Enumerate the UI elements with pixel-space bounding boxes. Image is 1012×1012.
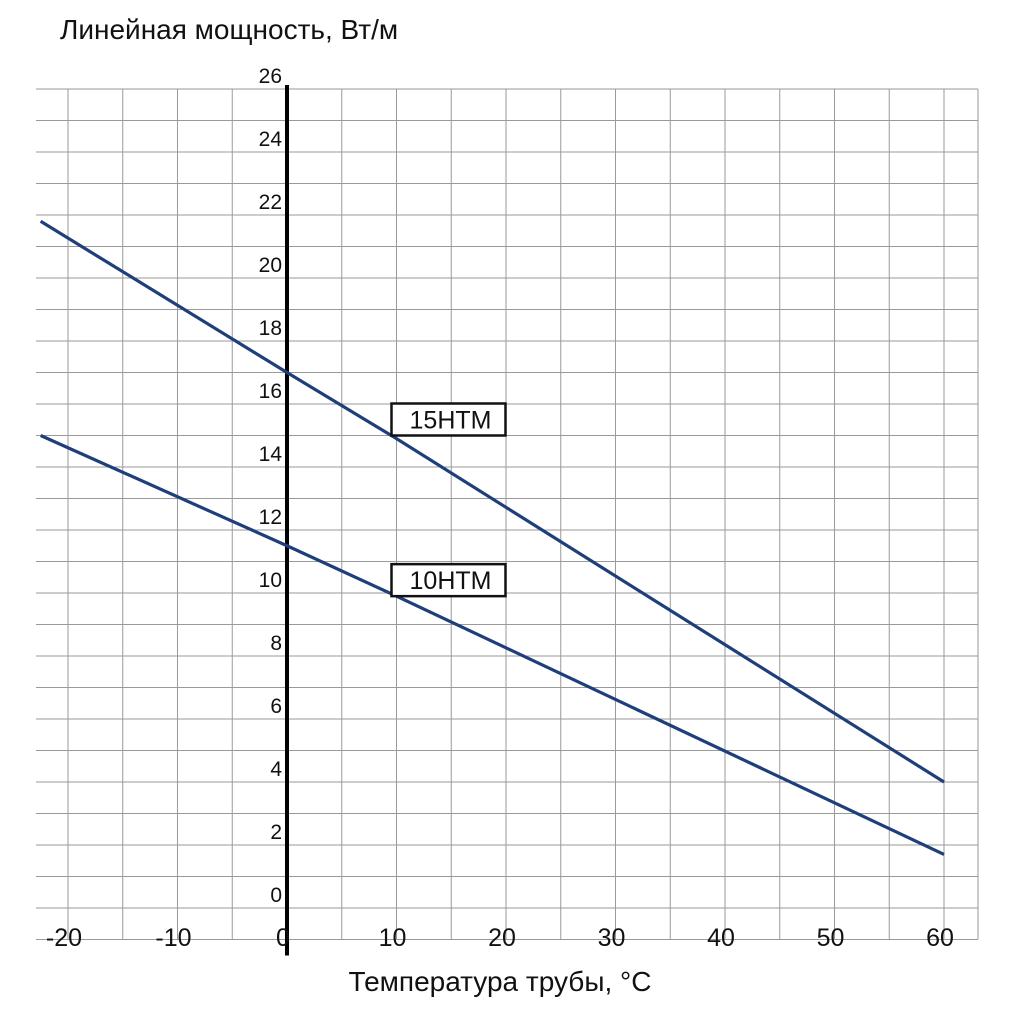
y-tick-label: 16 xyxy=(259,380,282,403)
x-tick-label: 30 xyxy=(598,924,626,952)
y-tick-label: 14 xyxy=(259,443,283,466)
series-line-15HTM xyxy=(39,219,945,784)
y-tick-label: 22 xyxy=(259,191,282,214)
y-tick-label: 20 xyxy=(259,254,282,277)
x-tick-label: 0 xyxy=(276,924,290,952)
x-tick-label: 20 xyxy=(488,924,516,952)
y-axis-label: Линейная мощность, Вт/м xyxy=(60,14,399,45)
x-tick-label: 60 xyxy=(926,924,954,952)
y-tick-label: 4 xyxy=(270,758,282,781)
y-tick-label: 0 xyxy=(270,884,282,907)
y-tick-label: 2 xyxy=(270,821,282,844)
x-tick-label: 40 xyxy=(707,924,735,952)
x-tick-label: -20 xyxy=(46,924,82,952)
y-tick-label: 8 xyxy=(270,632,282,655)
y-tick-label: 24 xyxy=(259,128,283,151)
y-tick-label: 26 xyxy=(259,65,282,88)
y-tick-label: 10 xyxy=(259,569,282,592)
x-tick-label: 10 xyxy=(379,924,407,952)
series-label-15HTM: 15HTM xyxy=(410,407,492,435)
y-tick-label: 12 xyxy=(259,506,282,529)
series-line-10HTM xyxy=(39,434,945,856)
x-tick-label: 50 xyxy=(817,924,845,952)
series-label-box-15HTM xyxy=(390,402,507,437)
y-tick-label: 18 xyxy=(259,317,282,340)
y-tick-label: 6 xyxy=(270,695,282,718)
x-tick-label: -10 xyxy=(155,924,191,952)
series-label-box-10HTM xyxy=(390,562,507,598)
x-axis-label: Температура трубы, °C xyxy=(348,966,652,997)
series-label-10HTM: 10HTM xyxy=(410,567,492,595)
